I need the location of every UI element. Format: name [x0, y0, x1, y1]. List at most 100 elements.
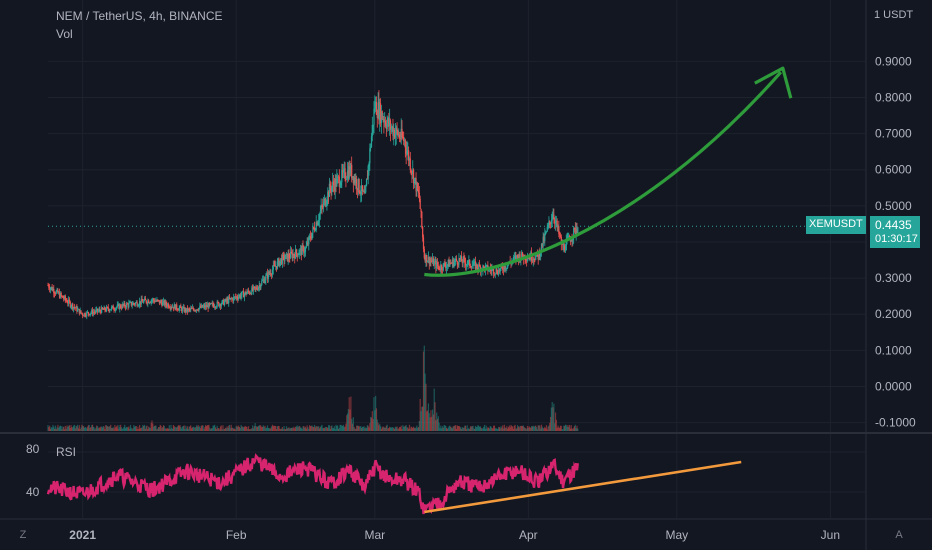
last-price-badge[interactable]: XEMUSDT — [806, 216, 866, 234]
volume-bar — [147, 429, 149, 431]
volume-bar — [267, 427, 269, 431]
candle-body — [312, 227, 314, 234]
volume-bar — [195, 425, 198, 431]
candle-body — [126, 303, 128, 305]
volume-bar — [200, 425, 203, 431]
candle-body — [148, 300, 150, 303]
candle-body — [226, 299, 228, 302]
volume-bar — [68, 425, 71, 431]
price-axis-currency[interactable]: 1 USDT — [874, 9, 914, 21]
last-price-symbol: XEMUSDT — [809, 218, 863, 230]
volume-bar — [172, 424, 175, 431]
volume-bar — [247, 428, 249, 431]
volume-bar — [508, 425, 510, 431]
candle-body — [554, 221, 557, 224]
candle-body — [372, 124, 374, 126]
candle-body — [182, 306, 184, 308]
candle-body — [147, 300, 149, 304]
volume-bar — [328, 425, 331, 431]
candle-body — [60, 293, 62, 296]
candle-body — [224, 301, 226, 305]
volume-bar — [564, 424, 567, 431]
volume-bar — [239, 428, 241, 431]
candle-body — [58, 292, 60, 294]
candle-body — [399, 138, 401, 140]
candle-body — [111, 305, 113, 307]
volume-bar — [445, 427, 448, 431]
candle-body — [95, 309, 97, 313]
candle-body — [155, 301, 157, 302]
volume-bar — [287, 427, 289, 431]
candle-body — [228, 297, 231, 299]
candle-body — [200, 305, 203, 308]
volume-bar — [511, 425, 513, 431]
candle-body — [379, 103, 382, 123]
candle-body — [504, 266, 506, 270]
candle-body — [230, 297, 232, 299]
candle-body — [86, 312, 88, 317]
candle-body — [82, 313, 84, 316]
volume-bar — [77, 424, 79, 431]
curved-arrow[interactable] — [424, 71, 783, 277]
candle-body — [310, 238, 312, 240]
candle-body — [285, 254, 287, 259]
volume-bar — [469, 426, 472, 431]
volume-bar — [51, 427, 53, 431]
candle-body — [466, 264, 468, 265]
candle-body — [436, 262, 438, 269]
candle-body — [333, 185, 335, 192]
volume-bar — [228, 424, 231, 431]
auto-scale-button[interactable]: A — [895, 529, 903, 541]
candle-body — [316, 222, 318, 226]
candle-body — [564, 250, 567, 252]
candle-body — [406, 151, 408, 154]
candle-body — [468, 259, 470, 261]
volume-bar — [121, 429, 123, 431]
volume-bar — [417, 426, 420, 431]
candle-body — [332, 181, 335, 186]
volume-bar — [123, 426, 125, 431]
volume-bar — [248, 429, 250, 431]
candle-body — [417, 190, 420, 193]
candle-body — [419, 198, 421, 209]
volume-bar — [156, 429, 158, 431]
volume-bar — [450, 427, 453, 431]
candle-body — [131, 304, 133, 306]
volume-bar — [360, 428, 363, 431]
volume-bar — [390, 427, 392, 431]
candle-body — [279, 260, 281, 266]
candle-body — [241, 291, 243, 296]
volume-bar — [59, 425, 61, 431]
candle-body — [271, 269, 274, 275]
volume-bar — [314, 427, 316, 431]
volume-bar — [461, 427, 463, 431]
volume-bar — [96, 426, 99, 431]
volume-bar — [483, 424, 486, 431]
timezone-toggle-button[interactable]: Z — [19, 529, 27, 541]
candle-body — [416, 182, 418, 192]
volume-bar — [304, 426, 307, 431]
candle-body — [414, 177, 416, 179]
candle-body — [100, 310, 102, 313]
volume-bar — [300, 427, 302, 431]
candle-body — [145, 300, 147, 303]
volume-bar — [280, 428, 283, 431]
volume-bar — [209, 429, 212, 431]
volume-bar — [545, 428, 547, 431]
volume-bar — [514, 424, 516, 431]
candle-body — [277, 258, 279, 262]
candle-body — [470, 267, 472, 269]
volume-bar — [410, 426, 412, 431]
candle-body — [124, 306, 127, 308]
volume-bar — [394, 426, 397, 431]
volume-bar — [148, 427, 151, 431]
candle-body — [344, 168, 346, 179]
rsi-trendline[interactable] — [424, 460, 742, 514]
volume-bar — [97, 428, 99, 431]
volume-bar — [184, 429, 186, 431]
volume-bar — [205, 425, 207, 431]
volume-bar — [72, 425, 75, 431]
candle-body — [246, 292, 248, 295]
candle-body — [177, 309, 179, 311]
